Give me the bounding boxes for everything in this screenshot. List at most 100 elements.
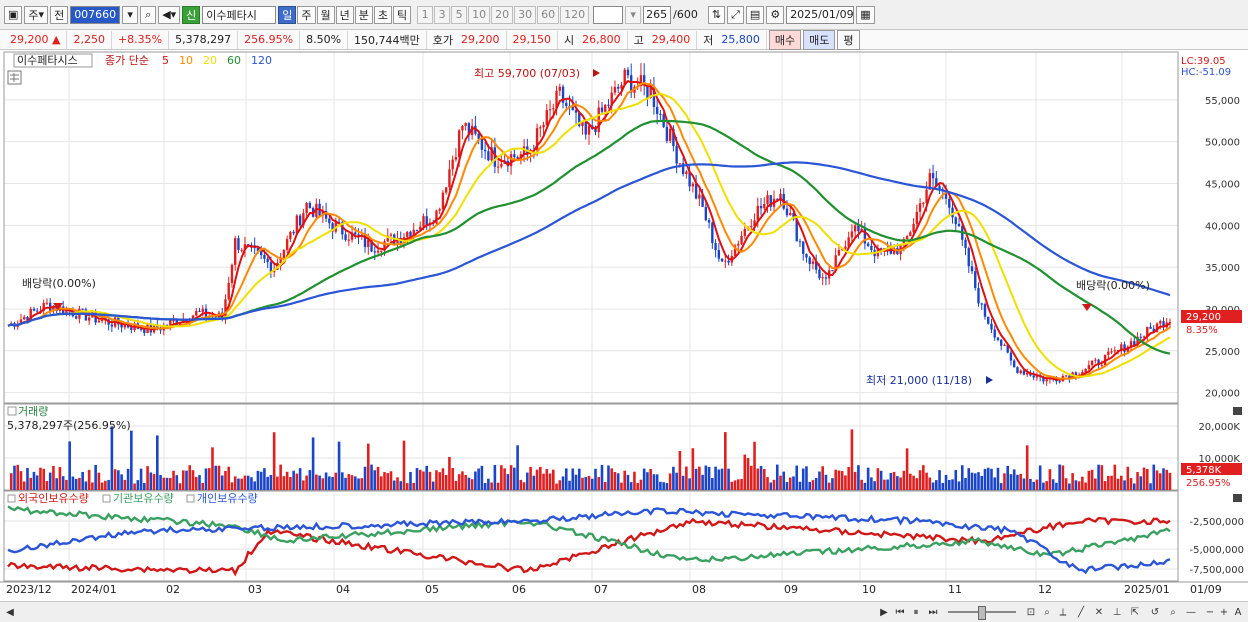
type-select[interactable]: 주 ▾: [24, 5, 49, 24]
fit-icon[interactable]: ⇱: [1130, 606, 1140, 618]
volume-bar: [516, 445, 519, 490]
period-tab-0[interactable]: 일: [278, 5, 297, 24]
candle-body: [198, 310, 201, 312]
volume-bar: [269, 474, 273, 490]
interval-dropdown-icon[interactable]: ▾: [625, 5, 642, 24]
candle-icon[interactable]: ⇅: [707, 5, 726, 24]
date-input[interactable]: 2025/01/09: [786, 5, 855, 24]
candle-body: [623, 69, 626, 86]
zoom-area-icon[interactable]: ⊡: [1026, 606, 1036, 618]
volume-bar: [714, 466, 717, 490]
candle-body: [808, 257, 811, 264]
volume-bar: [1094, 478, 1097, 490]
measure-icon[interactable]: ⟂: [1059, 606, 1067, 618]
save-icon[interactable]: ▤: [745, 5, 765, 24]
period-tab-6[interactable]: 틱: [393, 5, 412, 24]
volume-bar: [220, 475, 224, 490]
window-icon[interactable]: ▣: [4, 5, 23, 24]
candle-body: [1107, 351, 1110, 355]
holding-panel-close-icon[interactable]: [1233, 494, 1242, 502]
speaker-icon[interactable]: ◀▾: [158, 5, 181, 24]
interval-button-10[interactable]: 10: [468, 5, 491, 24]
type-select-label: 주: [28, 8, 39, 22]
stock-code-input[interactable]: 007660: [70, 5, 121, 24]
cross-tool-icon[interactable]: ✕: [1094, 606, 1104, 618]
volume-bar: [1090, 469, 1094, 490]
pause-icon[interactable]: ⏸: [913, 606, 919, 618]
candle-body: [665, 126, 669, 141]
volume-bar: [461, 471, 464, 490]
search-icon[interactable]: ⌕: [140, 5, 157, 24]
volume-bar: [162, 477, 166, 490]
volume-bar: [704, 465, 708, 490]
dropdown-icon[interactable]: ▾: [122, 5, 139, 24]
interval-button-30[interactable]: 30: [514, 5, 537, 24]
volume-bar: [1077, 481, 1081, 490]
volume-bar: [87, 469, 91, 490]
period-tab-5[interactable]: 초: [373, 5, 393, 24]
interval-button-1[interactable]: 1: [417, 5, 434, 24]
period-tab-3[interactable]: 년: [335, 5, 354, 24]
zoom-slider-handle[interactable]: [978, 606, 986, 620]
candle-body: [234, 238, 237, 265]
volume-bar: [448, 457, 451, 490]
zoom-out-icon[interactable]: −: [1205, 606, 1215, 618]
magnify-icon[interactable]: ⌕: [1044, 606, 1050, 618]
interval-button-120[interactable]: 120: [560, 5, 590, 24]
minimize-icon[interactable]: —: [1186, 606, 1196, 618]
stock-chart[interactable]: 55,00050,00045,00040,00035,00030,00025,0…: [0, 51, 1248, 601]
candle-body: [954, 217, 957, 225]
high-annotation: 최고 59,700 (07/03): [474, 67, 580, 80]
settings-gear-icon[interactable]: ⚙: [766, 5, 785, 24]
zoom-plus-icon[interactable]: +: [1219, 606, 1229, 618]
reset-icon[interactable]: ↺: [1150, 606, 1160, 618]
scroll-right-icon[interactable]: ▶: [880, 606, 888, 618]
holding-line-0: [7, 516, 1171, 577]
volume-bar: [1110, 475, 1113, 490]
volume-bar: [1064, 478, 1068, 490]
interval-button-60[interactable]: 60: [537, 5, 560, 24]
volume-bar: [191, 470, 195, 490]
interval-custom-input[interactable]: [593, 5, 624, 24]
candle-body: [415, 229, 419, 231]
volume-bar: [165, 477, 169, 490]
scroll-left-icon[interactable]: ◀: [6, 606, 14, 618]
x-axis-label: 12: [1038, 583, 1052, 596]
draw-tool-icon[interactable]: ⤢: [727, 5, 744, 24]
prev-button[interactable]: 전: [50, 5, 69, 24]
volume-bar: [172, 470, 175, 490]
line-tool-icon[interactable]: ╱: [1077, 606, 1085, 618]
interval-button-20[interactable]: 20: [491, 5, 514, 24]
volume-bar: [104, 480, 107, 490]
buy-order-button[interactable]: 매수: [768, 29, 802, 50]
period-tab-2[interactable]: 월: [316, 5, 335, 24]
text-tool-icon[interactable]: ⊥: [1112, 606, 1122, 618]
volume-bar: [48, 472, 52, 490]
bid-price: 29,150: [507, 30, 559, 49]
volume-bar: [146, 466, 149, 490]
volume-bar: [1042, 482, 1045, 490]
count-input[interactable]: 265: [643, 5, 672, 24]
candle-body: [561, 86, 565, 103]
scroll-last-icon[interactable]: ⏭: [928, 606, 938, 618]
volume-panel-close-icon[interactable]: [1233, 407, 1242, 415]
candlesticks: [10, 63, 1172, 386]
interval-button-5[interactable]: 5: [451, 5, 468, 24]
interval-button-3[interactable]: 3: [434, 5, 451, 24]
calendar-icon[interactable]: ▦: [856, 5, 875, 24]
candle-body: [733, 245, 737, 257]
period-tab-1[interactable]: 주: [297, 5, 316, 24]
zoom-in-icon[interactable]: ⌕: [1170, 606, 1176, 618]
horizontal-scrollbar[interactable]: ◀ ▶ ⏮ ⏸ ⏭ ⊡ ⌕ ⟂ ╱ ✕ ⊥ ⇱ ↺ ⌕ — − + A: [0, 601, 1248, 622]
volume-bar: [503, 468, 506, 490]
sell-order-button[interactable]: 매도: [803, 29, 836, 50]
volume-bar: [1012, 469, 1016, 490]
scroll-first-icon[interactable]: ⏮: [895, 606, 905, 618]
candle-body: [363, 235, 367, 248]
volume-bar: [909, 473, 912, 490]
volume-bar: [1165, 469, 1169, 490]
volume-bar: [1145, 469, 1149, 490]
period-tab-4[interactable]: 분: [354, 5, 373, 24]
evaluate-button[interactable]: 평: [837, 29, 860, 50]
font-size-icon[interactable]: A: [1234, 606, 1242, 618]
